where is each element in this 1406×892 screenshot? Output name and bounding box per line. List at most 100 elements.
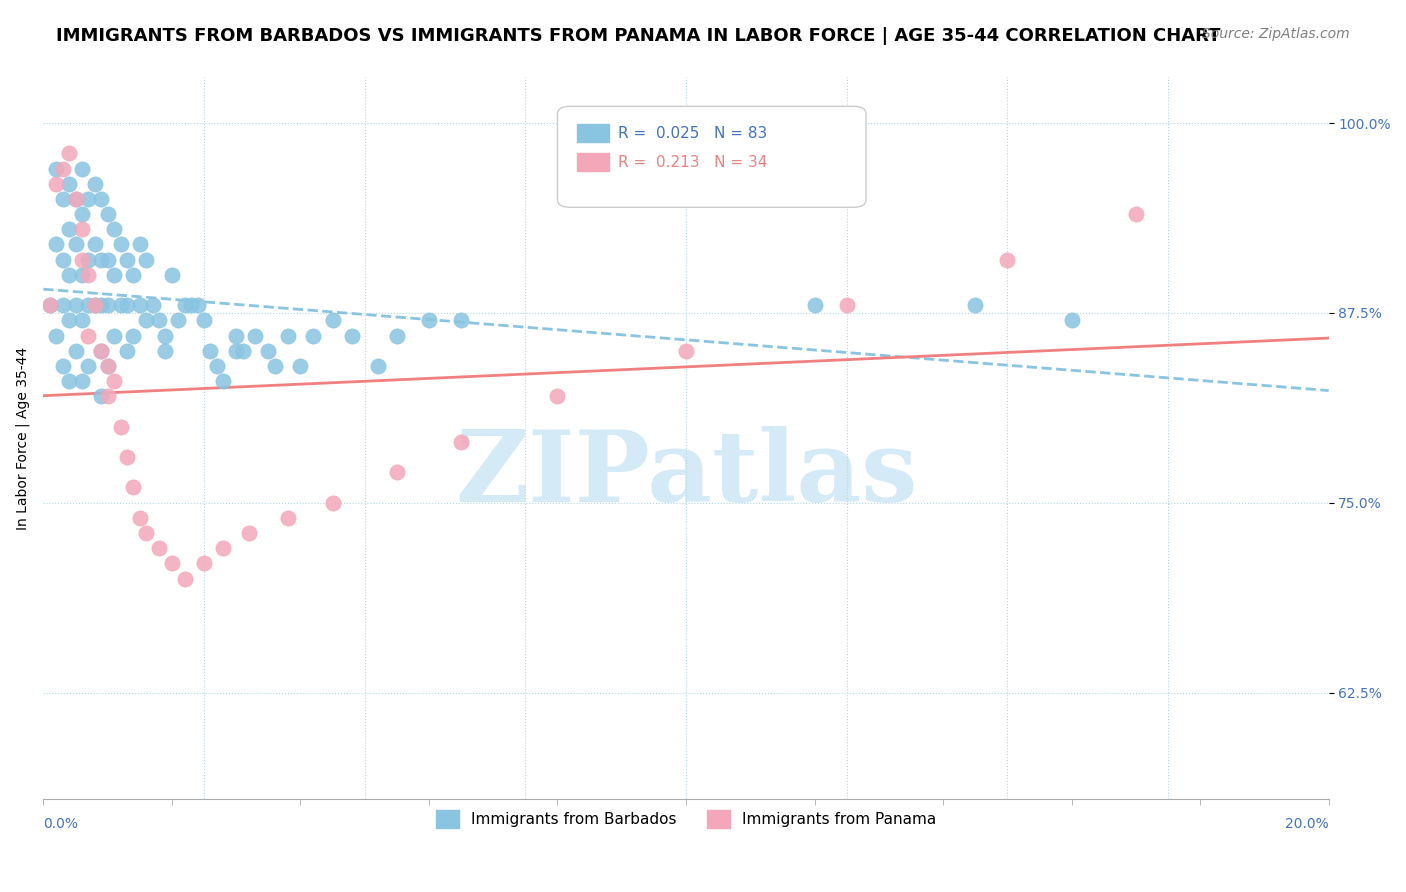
Point — [65, 192, 87, 206]
Text: ZIPatlas: ZIPatlas — [454, 425, 917, 523]
Point — [77, 328, 100, 343]
Point — [110, 419, 132, 434]
Point — [97, 298, 120, 312]
Point — [212, 374, 235, 388]
Point — [187, 298, 209, 312]
Point — [52, 252, 75, 267]
FancyBboxPatch shape — [576, 153, 609, 171]
Y-axis label: In Labor Force | Age 35-44: In Labor Force | Age 35-44 — [15, 347, 30, 530]
Point — [103, 374, 125, 388]
FancyBboxPatch shape — [558, 106, 866, 207]
Point — [115, 298, 138, 312]
Point — [135, 252, 157, 267]
Point — [115, 252, 138, 267]
Point — [45, 237, 67, 252]
Point — [263, 359, 285, 373]
Point — [803, 298, 825, 312]
Point — [232, 343, 254, 358]
Point — [103, 268, 125, 282]
Point — [83, 298, 105, 312]
Point — [155, 343, 177, 358]
Point — [995, 252, 1018, 267]
Point — [225, 343, 247, 358]
Point — [52, 192, 75, 206]
Point — [90, 252, 112, 267]
Point — [58, 313, 80, 327]
Point — [200, 343, 222, 358]
Point — [58, 268, 80, 282]
Point — [385, 328, 408, 343]
Point — [58, 146, 80, 161]
Point — [65, 298, 87, 312]
Point — [97, 359, 120, 373]
Point — [110, 298, 132, 312]
Point — [90, 389, 112, 403]
Point — [193, 313, 215, 327]
Point — [155, 328, 177, 343]
Point — [90, 343, 112, 358]
Point — [65, 343, 87, 358]
Point — [1060, 313, 1083, 327]
Point — [70, 222, 93, 236]
Point — [122, 268, 145, 282]
Point — [128, 511, 150, 525]
Point — [340, 328, 363, 343]
Point — [1125, 207, 1147, 221]
Point — [225, 328, 247, 343]
Point — [193, 557, 215, 571]
Point — [77, 192, 100, 206]
Point — [38, 298, 60, 312]
Point — [97, 359, 120, 373]
Point — [103, 222, 125, 236]
Point — [65, 237, 87, 252]
Point — [142, 298, 165, 312]
Point — [90, 192, 112, 206]
Point — [245, 328, 267, 343]
Point — [122, 328, 145, 343]
Point — [212, 541, 235, 556]
Point — [52, 359, 75, 373]
Point — [128, 237, 150, 252]
Point — [45, 177, 67, 191]
Point — [90, 298, 112, 312]
Point — [148, 313, 170, 327]
Point — [238, 526, 260, 541]
Point — [83, 298, 105, 312]
Point — [115, 343, 138, 358]
Point — [38, 298, 60, 312]
Point — [65, 192, 87, 206]
Point — [322, 313, 344, 327]
Point — [322, 496, 344, 510]
Point — [58, 222, 80, 236]
Point — [77, 298, 100, 312]
Point — [128, 298, 150, 312]
Point — [160, 557, 183, 571]
Point — [160, 268, 183, 282]
Text: IMMIGRANTS FROM BARBADOS VS IMMIGRANTS FROM PANAMA IN LABOR FORCE | AGE 35-44 CO: IMMIGRANTS FROM BARBADOS VS IMMIGRANTS F… — [56, 27, 1220, 45]
Point — [77, 252, 100, 267]
Point — [70, 313, 93, 327]
Point — [70, 374, 93, 388]
Point — [97, 389, 120, 403]
Point — [367, 359, 389, 373]
Point — [58, 177, 80, 191]
Point — [290, 359, 312, 373]
Point — [70, 207, 93, 221]
Point — [103, 328, 125, 343]
Point — [547, 389, 569, 403]
Point — [70, 161, 93, 176]
Point — [675, 343, 697, 358]
Point — [450, 434, 472, 449]
Point — [58, 374, 80, 388]
Point — [450, 313, 472, 327]
Point — [277, 328, 299, 343]
Point — [135, 313, 157, 327]
Text: 20.0%: 20.0% — [1285, 817, 1329, 831]
Point — [97, 207, 120, 221]
Point — [385, 465, 408, 479]
Point — [135, 526, 157, 541]
Point — [70, 252, 93, 267]
Point — [835, 298, 858, 312]
Point — [52, 298, 75, 312]
Point — [115, 450, 138, 464]
